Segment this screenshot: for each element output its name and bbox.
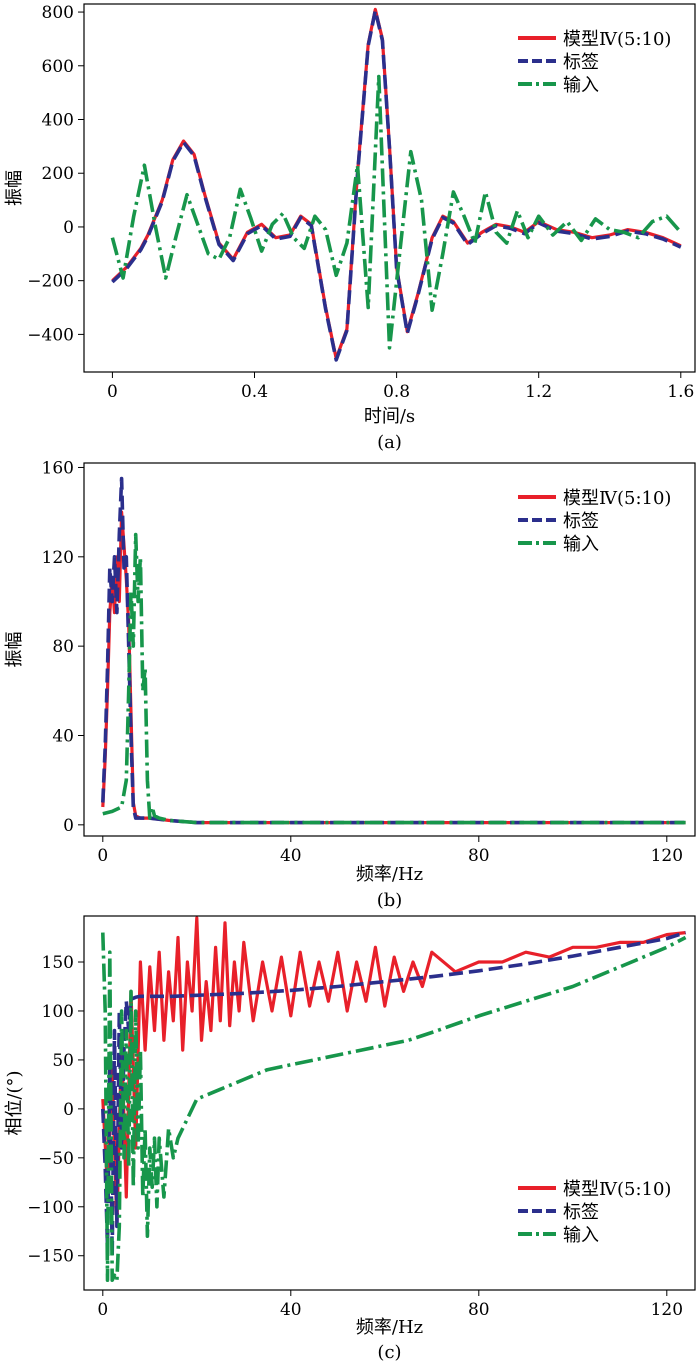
- x-tick-label: 120: [651, 1300, 683, 1320]
- y-tick-label: −100: [27, 1198, 74, 1218]
- chart-panel-b: 0 40 80 120 0 40 80 120 160 频率/Hz 振幅 (b) 模型Ⅳ(5:10)标签…: [4, 458, 696, 911]
- chart-panel-a: 0 0.4 0.8 1.2 1.6 −400 −200 0 200 400 600 800 时间/s 振幅…: [4, 3, 696, 453]
- x-tick-label: 0: [97, 846, 108, 866]
- x-tick-label: 1.6: [667, 382, 694, 402]
- y-axis-label: 相位/(°): [4, 1070, 25, 1135]
- legend-label: 模型Ⅳ(5:10): [563, 29, 671, 50]
- y-tick-label: 160: [42, 458, 74, 478]
- y-tick-label: 0: [63, 218, 74, 238]
- series-line-label: [101, 930, 687, 1258]
- legend-label: 输入: [563, 534, 599, 555]
- y-axis-label: 振幅: [4, 632, 25, 668]
- series-group: [110, 7, 683, 362]
- panel-caption: (a): [377, 432, 402, 453]
- y-tick-label: 0: [63, 816, 74, 836]
- series-line-model: [101, 916, 686, 1228]
- axes-frame: [83, 462, 696, 837]
- series-line-label: [111, 8, 682, 362]
- y-tick-label: −150: [27, 1247, 74, 1267]
- y-tick-label: 150: [42, 953, 74, 973]
- y-tick-label: 100: [42, 1002, 74, 1022]
- y-tick-label: 200: [42, 164, 74, 184]
- series-line-label: [101, 476, 686, 825]
- x-tick-label: 40: [280, 846, 302, 866]
- y-tick-label: −400: [27, 325, 74, 345]
- y-tick-label: 0: [63, 1100, 74, 1120]
- x-axis-label: 时间/s: [364, 406, 415, 427]
- y-axis-label: 振幅: [4, 170, 25, 206]
- legend-label: 输入: [563, 1225, 599, 1246]
- y-tick-label: 400: [42, 111, 74, 131]
- y-tick-label: 50: [52, 1051, 74, 1071]
- y-tick-label: 800: [42, 3, 74, 23]
- x-tick-label: 40: [280, 1300, 302, 1320]
- panel-caption: (c): [377, 1342, 401, 1363]
- x-tick-label: 0.8: [383, 382, 410, 402]
- legend-label: 标签: [563, 1202, 599, 1223]
- axes-frame: [83, 915, 696, 1291]
- x-axis-label: 频率/Hz: [356, 1317, 423, 1338]
- x-tick-label: 80: [468, 846, 490, 866]
- series-group: [101, 916, 687, 1282]
- x-tick-label: 80: [468, 1300, 490, 1320]
- legend-label: 标签: [563, 52, 599, 73]
- y-tick-label: 80: [52, 637, 74, 657]
- series-line-input: [101, 932, 687, 1282]
- series-line-input: [102, 532, 686, 825]
- legend-label: 标签: [563, 511, 599, 532]
- y-tick-label: −200: [27, 272, 74, 292]
- x-tick-label: 0: [107, 382, 118, 402]
- series-line-input: [110, 74, 683, 350]
- chart-panel-c: 0 40 80 120 −150 −100 −50 0 50 100 150 频率/Hz 相位/(°) (…: [4, 915, 696, 1363]
- panel-caption: (b): [377, 890, 403, 911]
- y-tick-label: 120: [42, 548, 74, 568]
- x-tick-label: 0.4: [241, 382, 268, 402]
- legend-label: 模型Ⅳ(5:10): [563, 488, 671, 509]
- y-tick-label: 600: [42, 57, 74, 77]
- legend-label: 输入: [563, 75, 599, 96]
- series-group: [101, 476, 686, 825]
- x-tick-label: 1.2: [525, 382, 552, 402]
- y-tick-label: 40: [52, 726, 74, 746]
- x-tick-label: 120: [651, 846, 683, 866]
- legend-label: 模型Ⅳ(5:10): [563, 1179, 671, 1200]
- axes-frame: [83, 3, 696, 373]
- y-tick-label: −50: [38, 1149, 74, 1169]
- x-axis-label: 频率/Hz: [356, 864, 423, 885]
- x-tick-label: 0: [97, 1300, 108, 1320]
